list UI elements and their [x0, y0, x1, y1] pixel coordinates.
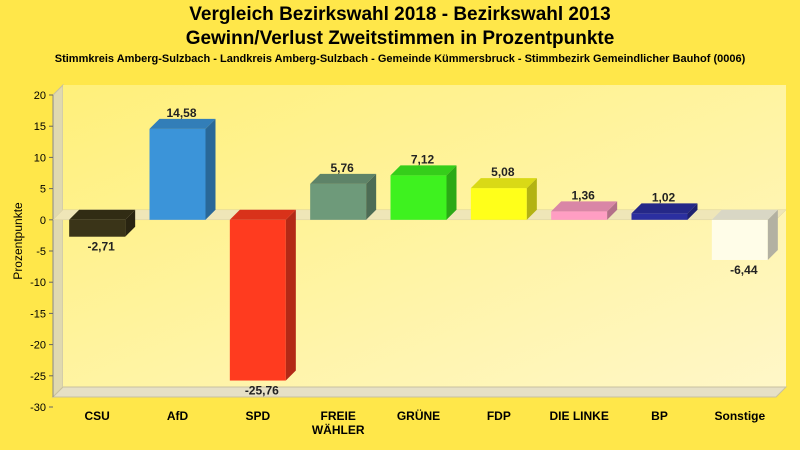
x-tick-label: AfD	[167, 409, 189, 423]
bar	[390, 175, 447, 220]
data-label: 5,76	[330, 161, 354, 175]
y-tick-label: -5	[36, 246, 46, 258]
left-wall	[52, 83, 64, 399]
y-tick-label: -15	[30, 308, 46, 320]
x-tick-label: BP	[651, 409, 668, 423]
bar-side	[366, 173, 377, 220]
bar-side	[767, 209, 778, 260]
bar-top	[229, 209, 296, 220]
bar-top	[631, 203, 698, 214]
bar	[631, 213, 688, 220]
chart-caption: Stimmkreis Amberg-Sulzbach - Landkreis A…	[54, 53, 746, 65]
bar	[69, 219, 126, 237]
bar-side	[205, 118, 216, 220]
bar-side	[607, 201, 618, 220]
y-tick-label: 10	[34, 152, 46, 164]
bar-side	[526, 178, 537, 220]
y-tick-label: -20	[30, 340, 46, 352]
bar-top	[69, 209, 136, 220]
data-label: -25,76	[245, 384, 279, 398]
x-tick-label: GRÜNE	[397, 408, 440, 423]
bar	[310, 183, 367, 220]
y-tick-label: 0	[40, 215, 46, 227]
bar-side	[125, 209, 136, 237]
floor	[51, 386, 788, 398]
bar	[149, 128, 206, 220]
x-tick-label: CSU	[84, 409, 109, 423]
data-label: 1,36	[571, 188, 595, 202]
bar-top	[390, 165, 457, 176]
y-axis-label: Prozentpunkte	[11, 202, 25, 280]
chart-subtitle: Gewinn/Verlust Zweitstimmen in Prozentpu…	[185, 28, 615, 49]
y-tick-label: -25	[30, 371, 46, 383]
x-tick-label: FDP	[487, 409, 511, 423]
data-label: 5,08	[491, 165, 515, 179]
bar-top	[551, 201, 618, 212]
bar-top	[711, 209, 778, 220]
data-label: 14,58	[166, 106, 196, 120]
y-tick-label: 5	[40, 184, 46, 196]
bar	[229, 219, 286, 381]
data-label: -2,71	[87, 240, 115, 254]
bar-top	[310, 173, 377, 184]
x-tick-label: Sonstige	[714, 409, 765, 423]
x-tick-label: SPD	[245, 409, 270, 423]
y-tick-label: -10	[30, 277, 46, 289]
y-tick-label: 15	[34, 121, 46, 133]
bar-top	[149, 118, 216, 129]
bar-side	[446, 165, 457, 220]
data-label: 1,02	[652, 190, 676, 204]
data-label: -6,44	[730, 263, 758, 277]
data-label: 7,12	[411, 152, 435, 166]
bar	[711, 219, 768, 260]
y-tick-label: -30	[30, 402, 46, 414]
bar	[551, 211, 608, 220]
x-tick-label: DIE LINKE	[549, 409, 608, 423]
bar-side	[285, 209, 296, 381]
bar-top	[470, 178, 537, 189]
bar-side	[687, 203, 698, 220]
x-tick-label: FREIE	[320, 409, 355, 423]
x-tick-label: WÄHLER	[312, 422, 365, 437]
bar	[470, 188, 527, 220]
chart-title: Vergleich Bezirkswahl 2018 - Bezirkswahl…	[189, 4, 611, 25]
y-tick-label: 20	[34, 90, 46, 102]
